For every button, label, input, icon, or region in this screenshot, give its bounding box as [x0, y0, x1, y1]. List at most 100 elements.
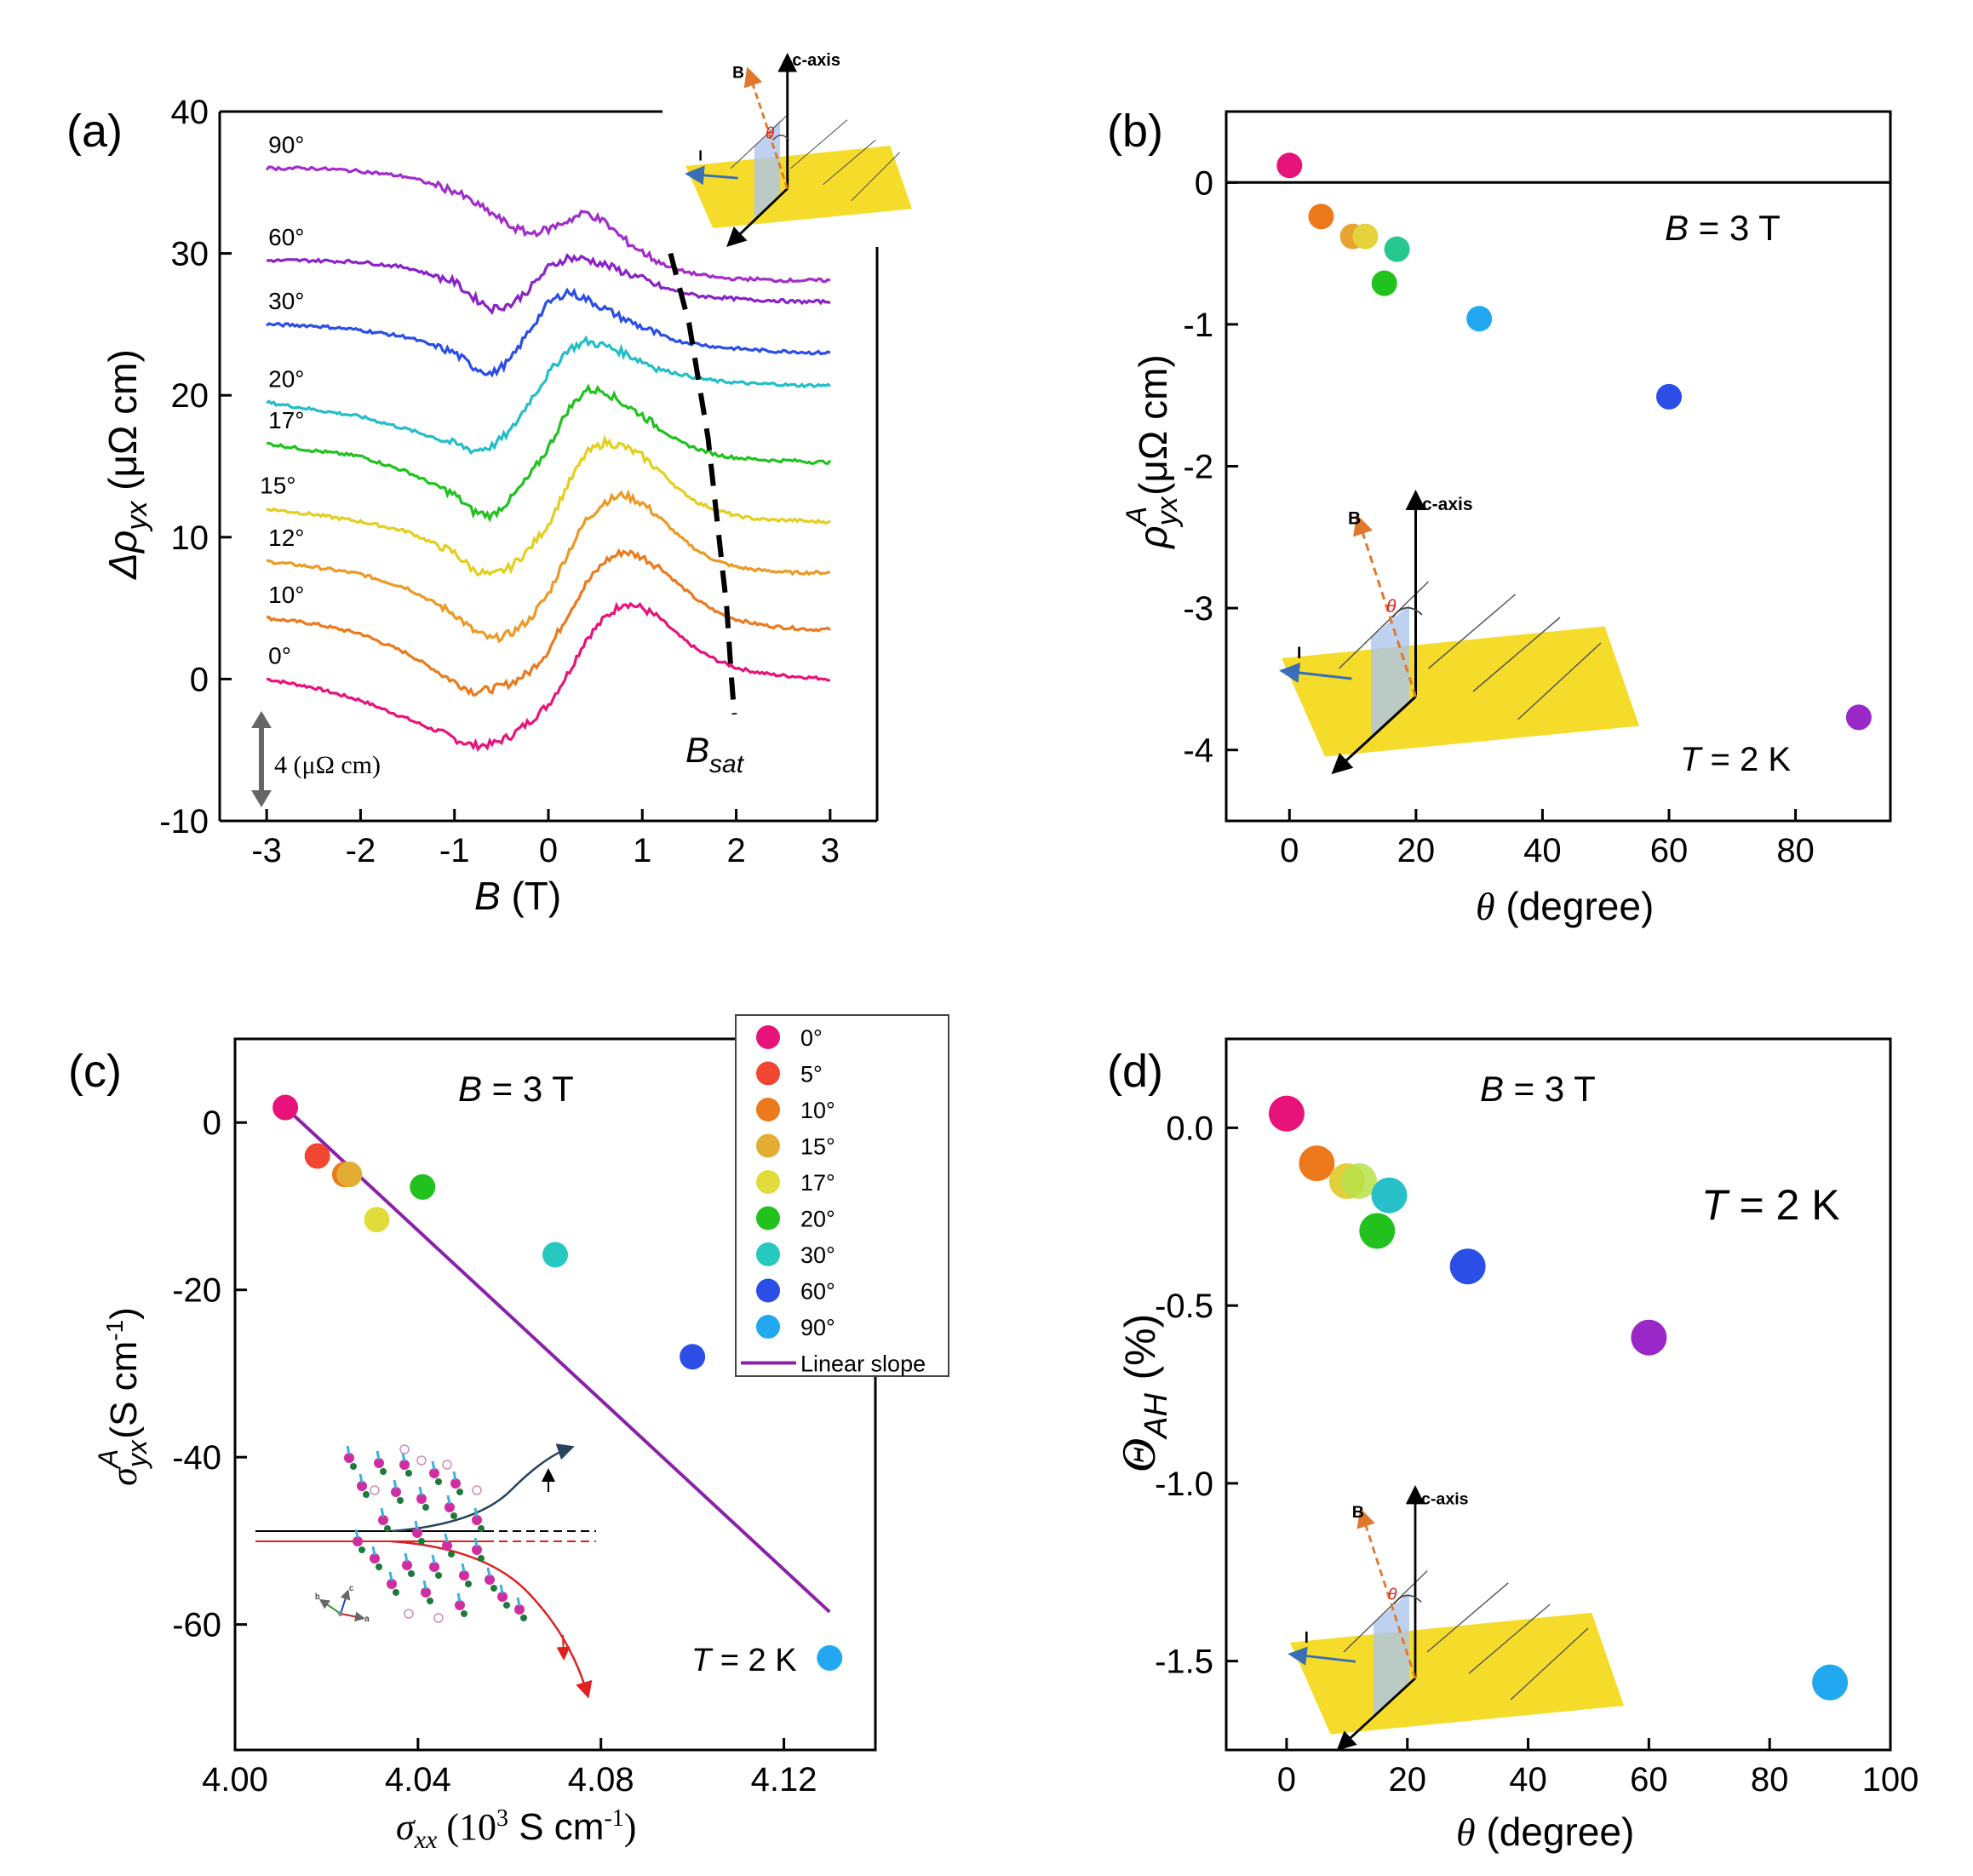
b-x-tick-label: 20 — [1397, 832, 1436, 869]
b-y-tick-label: 0 — [1195, 164, 1213, 202]
legend-label: 30° — [800, 1242, 835, 1268]
atom — [485, 1575, 495, 1585]
inset-c-axis-b-label: b — [315, 1592, 320, 1602]
legend-marker — [756, 1170, 780, 1194]
atom-spin — [371, 1546, 376, 1556]
panel-c-x-title: σxx (103 S cm-1) — [396, 1805, 636, 1854]
angle-label: 17° — [268, 407, 304, 433]
panel-d-frame — [1225, 1037, 1892, 1752]
atom-spin — [380, 1507, 385, 1517]
panel-a-y-ticks: -10 0 10 20 30 40 — [159, 94, 232, 840]
panel-a-angle-labels: 90° 60° 30° 20° 17° 15° 12° 10° 0° — [260, 132, 304, 669]
c-x-tick-label: 4.04 — [385, 1761, 451, 1799]
legend-marker — [756, 1206, 780, 1231]
inset-d-i-label: I — [1305, 1629, 1309, 1646]
atom — [497, 1592, 508, 1602]
atom — [378, 1515, 388, 1525]
angle-label: 0° — [268, 642, 291, 668]
legend-label: 17° — [800, 1170, 835, 1196]
atom — [357, 1481, 367, 1491]
b-point-7 — [1656, 383, 1682, 410]
atom-spin — [431, 1460, 436, 1471]
d-y-tick-label: -1.0 — [1155, 1466, 1213, 1503]
atom — [450, 1478, 461, 1489]
legend-label: 10° — [800, 1098, 835, 1123]
inset-b-theta-label: θ — [1386, 597, 1397, 617]
atom — [416, 1494, 427, 1504]
atom — [344, 1453, 354, 1463]
panel-c-y-title: σyxA (S cm-1) — [93, 1307, 152, 1486]
a-x-tick-label: 3 — [821, 832, 840, 869]
atom-vacancy — [433, 1613, 444, 1623]
b-point-6 — [1466, 306, 1493, 332]
atom-spin — [452, 1471, 457, 1481]
atom — [384, 1525, 391, 1532]
c-x-tick-label: 4.12 — [751, 1761, 817, 1799]
atom-spin — [376, 1450, 381, 1460]
inset-b-c-axis-label: c-axis — [1422, 495, 1473, 514]
a-y-tick-label: 20 — [171, 377, 209, 415]
b-x-tick-label: 80 — [1776, 832, 1815, 869]
panel-d-x-ticks: 0 20 40 60 80 100 — [1277, 1738, 1919, 1799]
atom-spin — [358, 1473, 364, 1483]
curve-15deg — [266, 434, 831, 577]
atom — [520, 1615, 527, 1621]
d-x-tick-label: 80 — [1751, 1761, 1789, 1799]
inset-d-c-axis-label: c-axis — [1421, 1489, 1469, 1508]
atom-vacancy — [442, 1460, 452, 1470]
curve-12deg — [266, 489, 831, 644]
panel-a-y-title: Δρyx (μΩ cm) — [100, 349, 153, 580]
atom — [405, 1470, 412, 1477]
c-point-0 — [272, 1094, 299, 1121]
atom — [503, 1602, 510, 1609]
panel-a-curves — [265, 165, 832, 753]
atom-vacancy — [370, 1485, 380, 1495]
atom — [402, 1560, 412, 1570]
curve-90deg — [265, 165, 831, 284]
atom-spin — [516, 1597, 521, 1607]
panel-c-frame — [233, 1037, 877, 1752]
atom — [380, 1468, 387, 1475]
d-point-8 — [1812, 1664, 1849, 1701]
panel-a-label: (a) — [66, 106, 123, 157]
d-x-tick-label: 40 — [1509, 1761, 1547, 1799]
c-y-tick-label: -60 — [172, 1607, 221, 1644]
angle-label: 10° — [268, 582, 304, 608]
panel-c-legend: 0° 5° 10° 15° 17° 20° 30° 60° 90° Linear slope — [741, 1025, 926, 1377]
d-point-3 — [1341, 1163, 1377, 1199]
curve-10deg — [267, 548, 831, 697]
d-x-tick-label: 0 — [1277, 1761, 1296, 1799]
c-y-tick-label: 0 — [203, 1104, 221, 1142]
a-y-tick-label: -10 — [159, 803, 209, 840]
atom-spin — [418, 1486, 423, 1496]
atom — [514, 1604, 525, 1615]
a-y-tick-label: 30 — [171, 236, 209, 273]
d-y-tick-label: -1.5 — [1155, 1644, 1213, 1681]
atom — [448, 1551, 455, 1558]
inset-d-theta-label: θ — [1388, 1585, 1397, 1603]
angle-label: 12° — [268, 525, 304, 551]
d-y-tick-label: -0.5 — [1155, 1288, 1213, 1325]
atom — [350, 1463, 357, 1470]
a-x-tick-label: -3 — [251, 832, 282, 869]
panel-b-x-title: θ (degree) — [1476, 884, 1654, 928]
b-point-3 — [1352, 223, 1379, 250]
c-point-1 — [304, 1143, 330, 1169]
inset-a-theta-label: θ — [766, 125, 775, 143]
atom — [427, 1598, 433, 1604]
c-point-5 — [410, 1173, 436, 1200]
panel-c-y-ticks: 0 -20 -40 -60 — [172, 1104, 247, 1644]
atom — [444, 1502, 455, 1512]
atom — [429, 1468, 439, 1478]
atom — [490, 1585, 497, 1592]
atom-spin — [446, 1494, 451, 1505]
b-y-tick-label: -4 — [1183, 732, 1213, 770]
d-x-tick-label: 20 — [1388, 1761, 1426, 1799]
d-point-0 — [1268, 1095, 1305, 1132]
c-point-8 — [817, 1644, 843, 1671]
panel-b-x-ticks: 0 20 40 60 80 — [1280, 809, 1815, 869]
panel-c-label: (c) — [68, 1046, 122, 1097]
atom — [435, 1478, 442, 1485]
